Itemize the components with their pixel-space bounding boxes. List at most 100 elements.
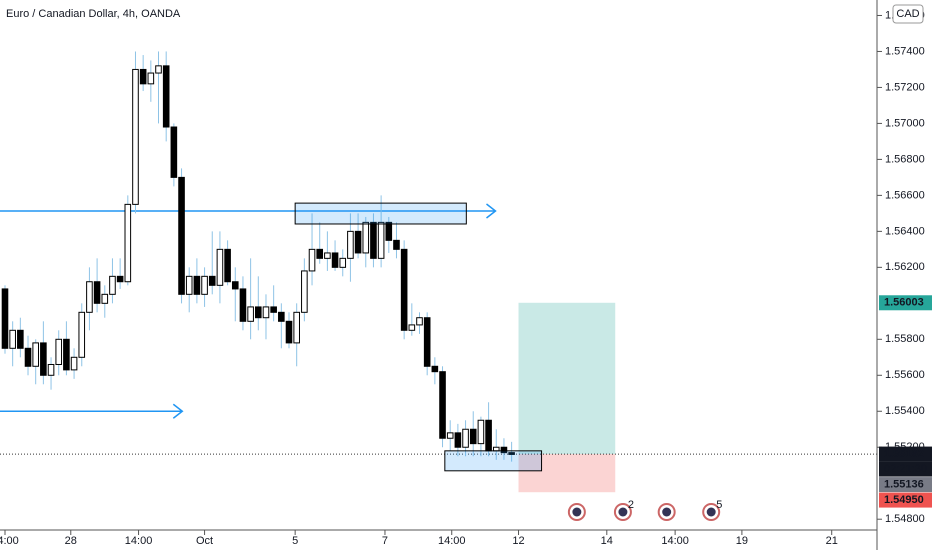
candle-body [485,419,492,452]
x-tick-label: 12 [512,535,524,547]
candle-body [339,257,347,268]
event-icon-inner [706,507,716,517]
candle-body [469,428,477,445]
x-tick-label: 14 [601,535,613,547]
candle-body [454,432,462,448]
stop-zone [518,454,616,493]
candle-body [347,230,354,259]
candle-body [316,248,324,259]
candle-body [139,68,147,85]
x-tick-label: 14:00 [438,535,466,547]
candle-body [301,270,308,313]
candle-body [477,419,485,445]
candle-body [178,176,185,295]
candle-body [116,275,124,283]
x-tick-label: 7 [382,535,388,547]
price-label-bg [879,492,932,508]
candle-body [208,275,216,286]
price-label: 1.55136 [884,478,924,490]
candle-body [377,221,385,259]
candle-body [446,432,454,439]
price-label: 1.56003 [884,297,924,309]
candle-body [385,221,393,241]
ray-arrow [486,203,497,219]
candle-body [109,275,116,295]
candle-body [393,239,400,250]
x-tick-label: 14:00 [0,535,19,547]
y-tick-label: 1.57400 [885,45,925,57]
x-tick-label: 28 [65,535,77,547]
candle-body [354,230,362,254]
candle-body [162,65,170,128]
event-icon-inner [618,507,628,517]
candle-body [201,275,208,295]
candle-body [492,446,500,452]
currency-badge[interactable] [892,4,924,24]
candle-body [47,363,55,376]
y-tick-label: 1.56400 [885,225,925,237]
candle-body [262,306,270,319]
price-label-bg [879,295,932,311]
y-tick-label: 1.55400 [885,405,925,417]
event-count: 2 [628,499,634,511]
candle-body [231,281,239,290]
candle-body [63,338,70,371]
candle-body [70,356,78,371]
candle-body [101,293,109,304]
symbol-title: Euro / Canadian Dollar, 4h, OANDA [6,8,181,20]
candle-body [78,311,86,358]
candle-body [216,248,224,286]
candle-body [400,248,408,331]
candle-body [293,311,300,344]
rectangle-drawing [444,450,543,472]
y-tick-label: 1.57200 [885,81,925,93]
candle-body [255,306,262,319]
candle-body [331,252,339,268]
x-tick-label: 14:00 [661,535,689,547]
event-icon-inner [572,507,582,517]
ray-arrow [172,403,184,419]
candle-body [17,329,24,349]
currency: CAD [896,8,919,20]
candle-body [270,306,277,313]
candle-body [124,203,132,283]
candle-body [224,248,231,283]
candle-body [40,342,47,376]
price-label: 1.54950 [884,494,924,506]
x-tick-label: 14:00 [125,535,153,547]
y-tick-label: 1.54800 [885,513,925,525]
candle-body [324,252,331,259]
x-tick-label: 5 [292,535,298,547]
y-tick-label: 1.55600 [885,369,925,381]
price-label-bg [879,446,932,462]
candle-body [170,126,178,178]
candle-body [185,275,193,295]
candle-body [500,446,508,454]
price-label: 1.55162 [884,448,924,460]
candle-body [32,342,39,367]
candle-body [308,248,316,272]
candle-body [278,311,285,322]
candle-body [462,428,469,448]
candle-body [147,72,155,85]
candle-body [155,65,162,74]
candle-body [423,317,431,367]
target-zone [518,302,616,455]
candle-body [362,221,370,254]
event-count: 5 [716,499,722,511]
y-tick-label: 1.57000 [885,117,925,129]
candle-body [132,68,139,205]
event-icon-inner [662,507,672,517]
price-label-bg [879,477,932,493]
candle-body [9,329,16,349]
candle-body [55,338,63,365]
candle-body [431,365,439,373]
candle-body [247,306,254,322]
candle-body [239,288,247,322]
x-tick-label: 21 [826,535,838,547]
candle-body [193,275,201,295]
candle-body [370,221,377,259]
countdown-bg [879,461,932,477]
